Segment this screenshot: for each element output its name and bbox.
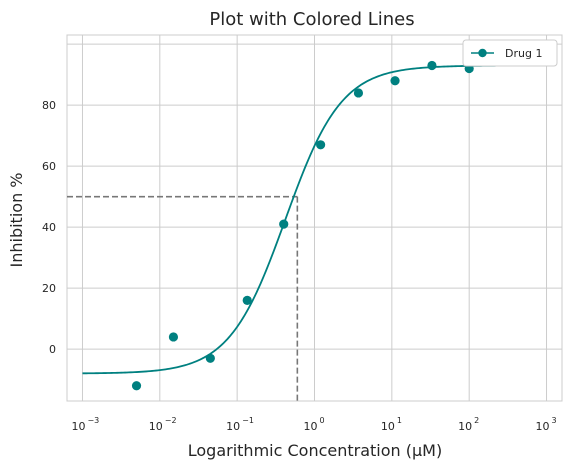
y-tick-label: 20 — [42, 282, 56, 295]
y-tick-label: 0 — [49, 343, 56, 356]
legend-box — [462, 39, 558, 67]
x-axis-label: Logarithmic Concentration (μM) — [188, 441, 442, 460]
legend: Drug 1 — [462, 39, 558, 67]
data-point-drug-1 — [427, 60, 437, 71]
x-tick-exponent: −3 — [87, 416, 99, 425]
x-tick-exponent: 2 — [474, 416, 479, 425]
x-tick-label: 10 — [303, 420, 317, 433]
y-tick-label: 80 — [42, 99, 56, 112]
x-tick-label: 10 — [149, 420, 163, 433]
y-tick-labels: 0 20 40 60 80 — [42, 99, 56, 356]
data-points — [131, 60, 474, 391]
plot-frame — [66, 34, 563, 402]
y-tick-label: 60 — [42, 160, 56, 173]
x-tick-label: 10 — [458, 420, 472, 433]
x-tick-exponent: −1 — [242, 416, 254, 425]
x-tick-label: 10 — [226, 420, 240, 433]
data-point-drug-1 — [390, 76, 400, 86]
x-tick-labels: 10 −3 10 −2 10 −1 10 0 10 1 10 2 10 3 — [71, 416, 556, 433]
reference-lines — [67, 195, 299, 401]
data-point-drug-1 — [353, 88, 364, 98]
data-point-drug-1 — [242, 295, 252, 305]
x-tick-exponent: −2 — [165, 416, 177, 425]
y-tick-label: 40 — [42, 221, 56, 234]
legend-marker — [478, 48, 487, 58]
data-point-drug-1 — [205, 353, 215, 363]
data-point-drug-1 — [316, 140, 326, 150]
y-axis-label: Inhibition % — [7, 173, 26, 268]
x-tick-exponent: 3 — [552, 416, 557, 425]
chart-title: Plot with Colored Lines — [209, 9, 414, 30]
x-tick-label: 10 — [71, 420, 85, 433]
x-tick-label: 10 — [536, 420, 550, 433]
x-tick-exponent: 0 — [319, 416, 324, 425]
data-point-drug-1 — [168, 332, 179, 342]
legend-label-drug-1: Drug 1 — [505, 47, 542, 60]
x-tick-exponent: 1 — [397, 416, 402, 425]
grid — [67, 35, 562, 401]
data-point-drug-1 — [279, 219, 289, 229]
x-tick-label: 10 — [381, 420, 395, 433]
data-point-drug-1 — [131, 381, 142, 391]
